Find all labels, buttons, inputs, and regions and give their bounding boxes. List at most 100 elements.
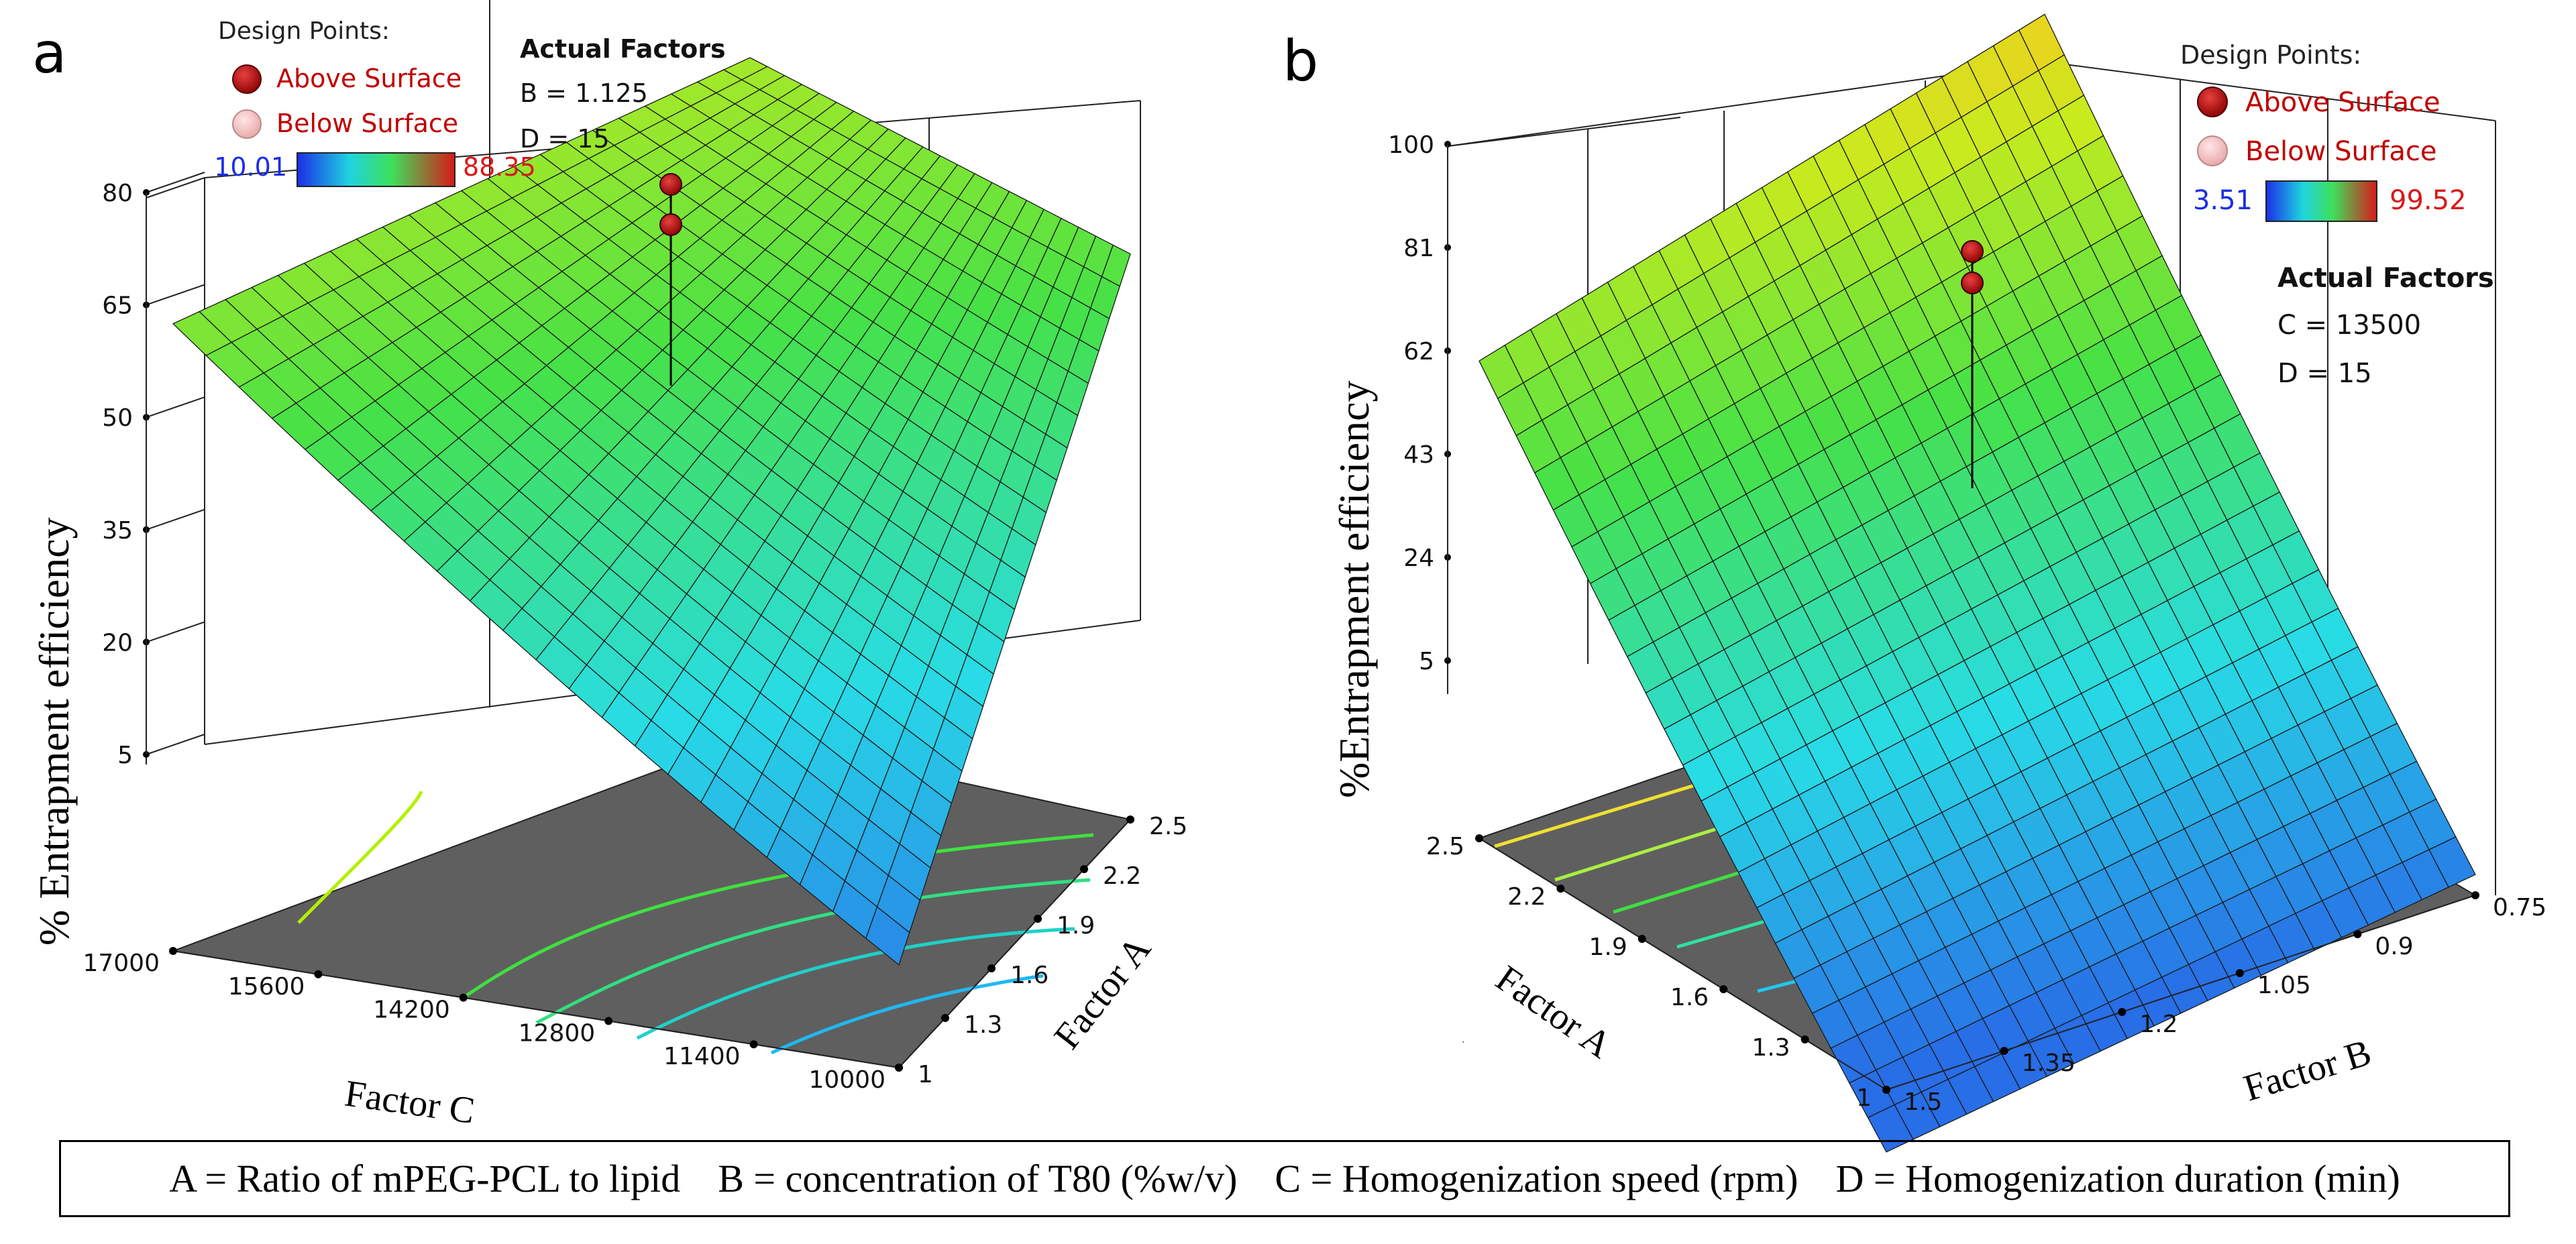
panel-a-z-label: % Entrapment efficiency bbox=[30, 517, 78, 946]
colorbar-max: 99.52 bbox=[2390, 185, 2467, 216]
legend-above: Above Surface bbox=[276, 64, 462, 93]
x-tick-label: 2.5 bbox=[1426, 833, 1464, 860]
x-tick bbox=[459, 993, 468, 1002]
z-tick-label: 20 bbox=[102, 629, 133, 657]
design-point-above[interactable] bbox=[1961, 240, 1984, 263]
panel-b-y-label: Factor B bbox=[2239, 1031, 2376, 1109]
y-tick-label: 1.3 bbox=[964, 1011, 1002, 1039]
x-tick bbox=[1475, 834, 1483, 842]
y-tick bbox=[987, 964, 996, 972]
design-point-above[interactable] bbox=[659, 173, 682, 196]
z-tick-label: 80 bbox=[102, 180, 133, 207]
y-tick-label: 0.9 bbox=[2375, 933, 2413, 960]
y-tick bbox=[895, 1064, 903, 1072]
panel-a-x-label: Factor C bbox=[342, 1072, 477, 1131]
panel-a-y-label: Factor A bbox=[1046, 928, 1159, 1057]
x-tick-label: 10000 bbox=[808, 1066, 885, 1094]
x-tick bbox=[1556, 885, 1565, 893]
caption-factor-d: D = Homogenization duration (min) bbox=[1835, 1157, 2400, 1200]
z-tick-label: 35 bbox=[102, 517, 133, 545]
y-tick-label: 1 bbox=[918, 1061, 933, 1088]
y-tick-label: 1.2 bbox=[2139, 1011, 2178, 1038]
panel-a-y-axis: 1 1.3 1.6 1.9 2.2 2.5 bbox=[895, 813, 1187, 1088]
stray-dot: . bbox=[1461, 1030, 1465, 1046]
x-tick bbox=[604, 1017, 613, 1025]
actual-factors-title: Actual Factors bbox=[2277, 263, 2494, 294]
x-tick bbox=[314, 970, 323, 978]
panel-a-response-surface bbox=[172, 57, 1131, 966]
panel-b-actual-factors: Actual Factors C = 13500 D = 15 bbox=[2277, 263, 2494, 389]
z-gridline bbox=[146, 734, 205, 755]
colorbar bbox=[297, 152, 455, 187]
colorbar-min: 10.01 bbox=[214, 152, 287, 182]
panel-a-actual-factors: Actual Factors B = 1.125 D = 15 bbox=[520, 34, 726, 154]
y-tick-label: 0.75 bbox=[2493, 894, 2546, 921]
legend-below: Below Surface bbox=[276, 109, 458, 138]
x-tick-label: 1.9 bbox=[1589, 934, 1627, 961]
panel-b-response-surface bbox=[1479, 13, 2476, 1153]
x-tick-label: 1.3 bbox=[1752, 1034, 1790, 1062]
z-tick-label: 100 bbox=[1388, 131, 1434, 159]
actual-factor-line: C = 13500 bbox=[2277, 310, 2421, 341]
x-tick-label: 15600 bbox=[228, 973, 305, 1001]
actual-factor-line: D = 15 bbox=[2277, 358, 2372, 389]
z-tick-label: 43 bbox=[1403, 441, 1434, 469]
design-point-above[interactable] bbox=[659, 213, 682, 236]
z-tick-label: 5 bbox=[117, 742, 133, 769]
z-tick-label: 81 bbox=[1403, 235, 1434, 262]
panel-a-letter: a bbox=[32, 20, 66, 86]
below-surface-marker bbox=[232, 109, 262, 139]
caption-factor-b: B = concentration of T80 (%w/v) bbox=[718, 1157, 1238, 1200]
design-point-above[interactable] bbox=[1961, 272, 1984, 294]
colorbar bbox=[2265, 180, 2377, 222]
x-tick bbox=[169, 947, 177, 955]
y-tick bbox=[941, 1014, 949, 1022]
z-tick-label: 24 bbox=[1403, 545, 1434, 572]
y-tick-label: 1.35 bbox=[2022, 1050, 2076, 1077]
actual-factor-line: D = 15 bbox=[520, 124, 610, 154]
below-surface-marker bbox=[2197, 135, 2228, 166]
y-tick bbox=[2000, 1047, 2008, 1055]
actual-factors-title: Actual Factors bbox=[520, 34, 726, 64]
y-tick bbox=[2235, 969, 2244, 977]
y-tick bbox=[1126, 815, 1134, 824]
y-tick-label: 1.5 bbox=[1904, 1088, 1942, 1116]
factor-caption: A = Ratio of mPEG-PCL to lipid B = conce… bbox=[59, 1140, 2510, 1217]
x-tick-label: 17000 bbox=[83, 950, 160, 977]
caption-factor-a: A = Ratio of mPEG-PCL to lipid bbox=[169, 1157, 681, 1200]
x-tick-label: 12800 bbox=[519, 1019, 596, 1047]
y-tick bbox=[1882, 1086, 1890, 1094]
panel-a: a 80 65 50 35 20 5 bbox=[30, 0, 1187, 1132]
y-tick-label: 2.5 bbox=[1149, 813, 1187, 840]
panel-b-z-axis: 100 81 62 43 24 5 bbox=[1388, 131, 1451, 675]
y-tick bbox=[2353, 930, 2362, 938]
x-tick-label: 2.2 bbox=[1507, 883, 1546, 911]
surface-cell bbox=[2428, 836, 2476, 888]
y-tick bbox=[2471, 891, 2479, 899]
z-tick-label: 50 bbox=[102, 404, 133, 432]
legend-above: Above Surface bbox=[2245, 87, 2440, 118]
colorbar-min: 3.51 bbox=[2193, 185, 2253, 216]
z-gridline bbox=[146, 396, 205, 418]
panel-a-legend: Design Points: Above Surface Below Surfa… bbox=[214, 17, 536, 187]
panel-a-design-points bbox=[659, 173, 682, 386]
x-tick bbox=[749, 1040, 758, 1049]
z-tick-label: 65 bbox=[102, 292, 133, 320]
panel-b-y-axis: 1.5 1.35 1.2 1.05 0.9 0.75 bbox=[1882, 891, 2546, 1116]
y-tick bbox=[1034, 915, 1042, 923]
surface-cell bbox=[1101, 244, 1131, 287]
x-tick-label: 14200 bbox=[373, 997, 450, 1024]
panel-a-x-axis: 17000 15600 14200 12800 11400 10000 bbox=[83, 947, 903, 1094]
panel-a-z-axis: 80 65 50 35 20 5 bbox=[102, 172, 205, 769]
z-tick-label: 5 bbox=[1419, 648, 1434, 675]
y-tick-label: 1.6 bbox=[1010, 962, 1049, 989]
z-gridline bbox=[146, 284, 205, 306]
z-gridline bbox=[146, 508, 205, 530]
actual-factor-line: B = 1.125 bbox=[520, 78, 648, 108]
above-surface-marker bbox=[2197, 87, 2228, 117]
panel-b-letter: b bbox=[1283, 28, 1318, 94]
panel-b-z-label: %Entrapment efficiency bbox=[1330, 380, 1378, 798]
x-tick-label: 11400 bbox=[663, 1043, 741, 1070]
panel-b-design-points bbox=[1961, 240, 1984, 488]
x-tick-label: 1.6 bbox=[1670, 984, 1709, 1011]
